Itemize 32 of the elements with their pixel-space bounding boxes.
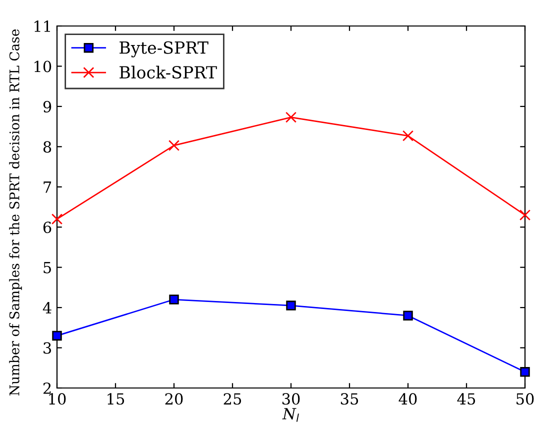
point bbox=[51, 214, 63, 225]
x-tick-label: 15 bbox=[108, 393, 124, 405]
y-tick-label: 9 bbox=[43, 100, 52, 112]
point bbox=[285, 112, 297, 123]
point bbox=[286, 300, 296, 310]
y-tick-label: 6 bbox=[43, 222, 52, 234]
y-tick-label: 5 bbox=[44, 262, 51, 274]
x-tick-label: 45 bbox=[457, 393, 476, 405]
x-tick-label: 30 bbox=[282, 393, 300, 405]
x-axis-title: N$_{l}$ bbox=[282, 408, 299, 422]
y-axis-title: Number of Samples for the SPRT decision in RTL Case bbox=[9, 29, 22, 396]
y-tick-label: 4 bbox=[42, 302, 52, 314]
point bbox=[169, 294, 179, 304]
y-tick-label: 3 bbox=[44, 342, 52, 354]
y-tick-label: 11 bbox=[34, 20, 50, 32]
point bbox=[168, 140, 180, 152]
point bbox=[520, 367, 530, 377]
x-tick-label: 35 bbox=[340, 393, 358, 405]
point bbox=[52, 330, 62, 341]
y-tick-label: 10 bbox=[34, 60, 52, 72]
point bbox=[402, 130, 414, 142]
x-tick-label: 50 bbox=[516, 393, 534, 405]
y-tick-label: 2 bbox=[43, 382, 51, 394]
x-tick-label: 25 bbox=[224, 393, 242, 405]
legend-label: Byte-SPRT bbox=[120, 41, 208, 58]
point bbox=[519, 209, 531, 221]
y-tick-label: 8 bbox=[43, 141, 52, 153]
y-tick-label: 7 bbox=[44, 182, 52, 193]
x-tick-label: 20 bbox=[165, 393, 183, 405]
x-tick-label: 40 bbox=[398, 393, 417, 405]
point bbox=[403, 310, 413, 320]
legend-label: Block-SPRT bbox=[120, 66, 217, 79]
